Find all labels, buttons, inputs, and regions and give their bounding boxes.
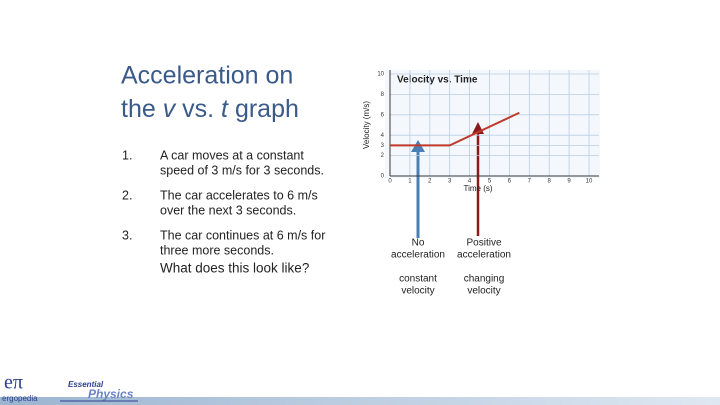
x-tick-label: 5 xyxy=(488,179,492,185)
x-tick-label: 4 xyxy=(468,179,472,185)
title-part: the xyxy=(121,95,163,123)
y-tick-label: 2 xyxy=(381,153,385,159)
logo-symbol: eπ xyxy=(4,372,23,394)
y-tick-label: 6 xyxy=(381,112,385,118)
title-line: Acceleration on xyxy=(121,62,293,90)
x-tick-label: 10 xyxy=(586,179,593,185)
annotation: Positive xyxy=(466,238,501,249)
item-text: over the next 3 seconds. xyxy=(160,203,296,217)
y-tick-label: 3 xyxy=(381,143,385,149)
item-text: The car continues at 6 m/s for xyxy=(160,228,325,242)
y-tick-label: 4 xyxy=(381,133,385,139)
x-tick-label: 2 xyxy=(428,179,432,185)
item-text: three more seconds. xyxy=(160,243,274,257)
footer-strip xyxy=(0,397,720,405)
title-part: vs. xyxy=(175,95,221,123)
y-tick-label: 10 xyxy=(377,72,384,78)
x-tick-label: 7 xyxy=(528,179,532,185)
logo-name: ergopedia xyxy=(2,394,38,403)
item-number: 1. xyxy=(122,148,132,162)
question: What does this look like? xyxy=(160,261,309,276)
annotation: acceleration xyxy=(391,250,445,261)
annotation-sub: constant xyxy=(399,274,437,285)
annotation-sub: velocity xyxy=(401,286,434,297)
x-tick-label: 3 xyxy=(448,179,452,185)
x-tick-label: 6 xyxy=(508,179,512,185)
y-tick-label: 0 xyxy=(381,174,385,180)
logo-line2: Physics xyxy=(88,387,134,401)
title-line: the v vs. t graph xyxy=(121,95,299,123)
annotation: No xyxy=(412,238,425,249)
annotation: acceleration xyxy=(457,250,511,261)
x-tick-label: 0 xyxy=(388,179,392,185)
plot-background xyxy=(385,70,600,178)
velocity-line xyxy=(390,111,520,147)
y-tick-label: 8 xyxy=(381,92,385,98)
title-part: graph xyxy=(228,95,299,123)
y-axis-label: Velocity (m/s) xyxy=(362,101,371,149)
item-number: 3. xyxy=(122,228,132,242)
title-part: t xyxy=(221,95,229,123)
item-number: 2. xyxy=(122,188,132,202)
item-text: A car moves at a constant xyxy=(160,148,304,162)
title-part: v xyxy=(163,95,177,123)
x-tick-label: 8 xyxy=(548,179,552,185)
item-text: speed of 3 m/s for 3 seconds. xyxy=(160,163,324,177)
annotation-sub: velocity xyxy=(467,286,500,297)
annotation-sub: changing xyxy=(464,274,505,285)
chart-title: Velocity vs. Time xyxy=(397,75,478,86)
x-tick-label: 1 xyxy=(408,179,412,185)
logo-line1: Essential xyxy=(68,380,104,389)
x-tick-label: 9 xyxy=(567,179,571,185)
x-axis-label: Time (s) xyxy=(463,184,492,193)
item-text: The car accelerates to 6 m/s xyxy=(160,188,318,202)
